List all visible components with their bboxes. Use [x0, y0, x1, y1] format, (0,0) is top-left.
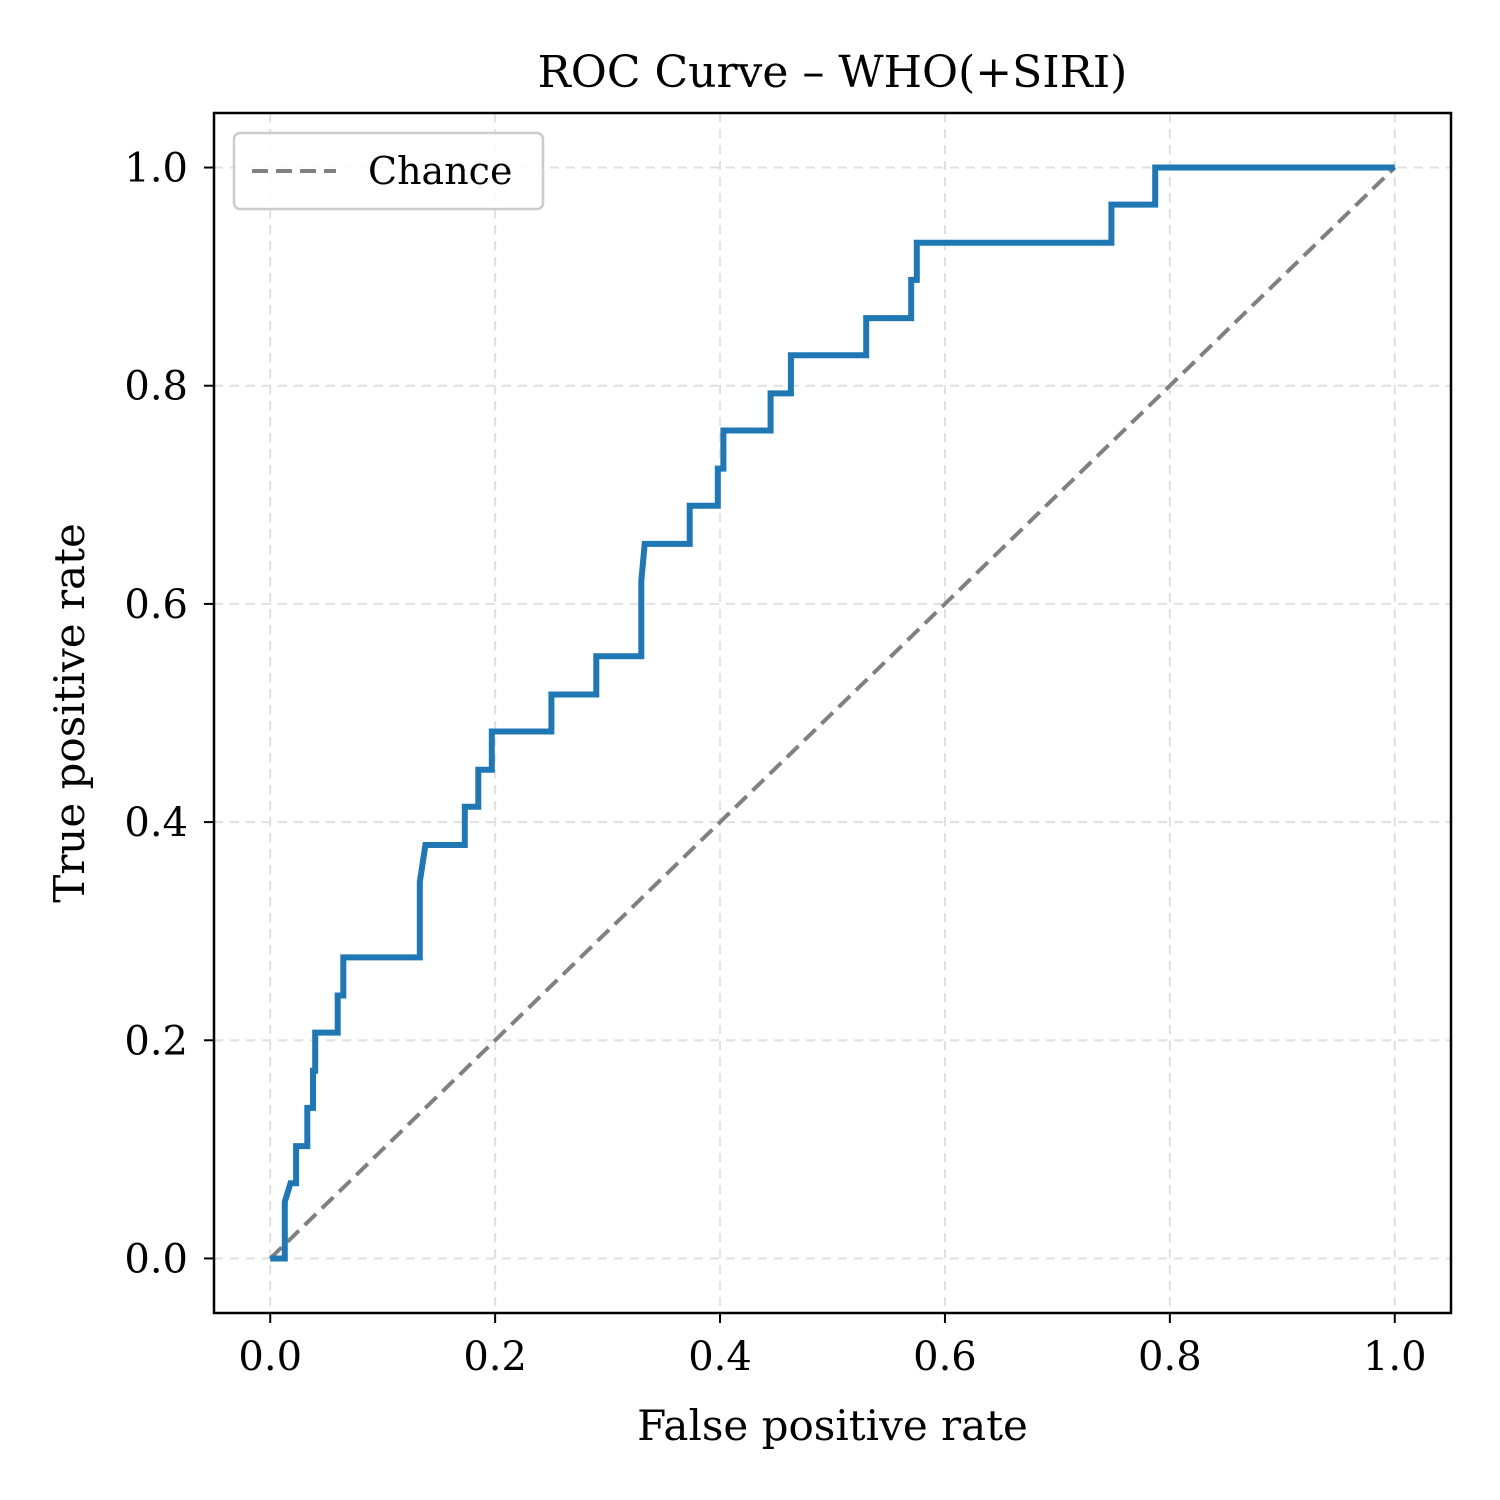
x-tick-label: 0.4 — [688, 1334, 752, 1380]
tick-labels: 0.0 0.2 0.4 0.6 0.8 1.0 0.0 0.2 0.4 0.6 0.8 1.0 — [124, 146, 1426, 1380]
x-tick-label: 0.8 — [1138, 1334, 1202, 1380]
x-tick-label: 0.2 — [463, 1334, 527, 1380]
chart-title: ROC Curve – WHO(+SIRI) — [538, 47, 1128, 98]
legend-label-chance: Chance — [368, 149, 512, 193]
x-tick-label: 1.0 — [1363, 1334, 1427, 1380]
ticks — [204, 166, 1396, 1323]
y-tick-label: 0.6 — [124, 582, 188, 628]
y-tick-label: 1.0 — [124, 146, 188, 192]
series-line-roc — [270, 164, 1395, 1262]
y-tick-label: 0.8 — [124, 364, 188, 410]
series-group — [268, 164, 1397, 1262]
x-axis-label: False positive rate — [637, 1401, 1028, 1450]
x-tick-label: 0.6 — [913, 1334, 977, 1380]
series-line-chance — [268, 166, 1397, 1260]
legend: Chance — [232, 131, 545, 211]
x-tick-label: 0.0 — [238, 1334, 302, 1380]
legend-box — [232, 131, 545, 211]
y-axis-label: True positive rate — [45, 523, 94, 903]
axes-frame — [212, 111, 1453, 1315]
y-tick-label: 0.4 — [124, 800, 188, 846]
y-tick-label: 0.2 — [124, 1018, 188, 1064]
y-tick-label: 0.0 — [124, 1236, 188, 1282]
